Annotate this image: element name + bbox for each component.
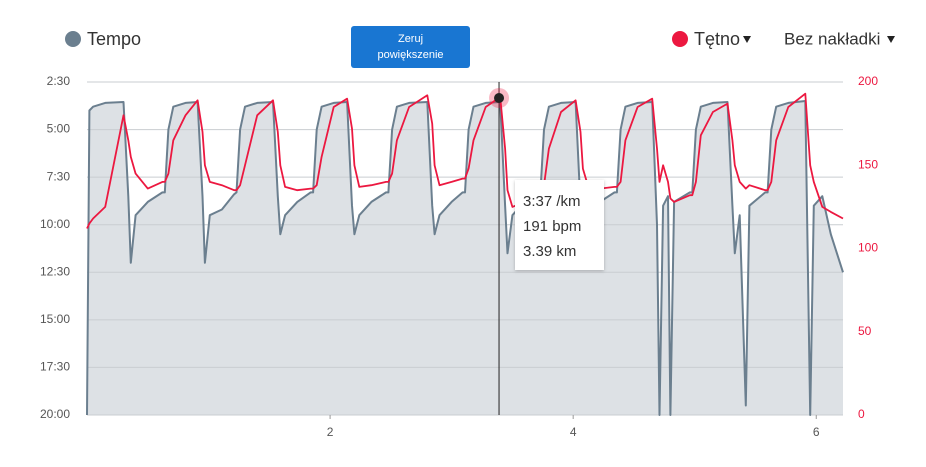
overlay-menu[interactable]: Bez nakładki: [784, 29, 880, 48]
y2-tick-label: 0: [858, 407, 865, 421]
legend[interactable]: Tempo Tętno Bez nakładki: [65, 29, 895, 49]
dropdown-icon[interactable]: [887, 36, 895, 43]
dropdown-icon[interactable]: [743, 36, 751, 43]
button-label[interactable]: Zeruj: [398, 33, 423, 45]
y2-tick-label: 100: [858, 241, 878, 255]
tooltip-text: 3.39 km: [523, 243, 576, 260]
reset-zoom-button[interactable]: Zeruj powiększenie: [351, 26, 470, 68]
pace-line: [86, 100, 844, 416]
legend-label[interactable]: Tętno: [694, 29, 740, 49]
y2-tick-label: 150: [858, 157, 878, 171]
button-label[interactable]: powiększenie: [377, 49, 443, 61]
tooltip-text: 191 bpm: [523, 218, 581, 235]
x-tick-label: 2: [327, 425, 334, 439]
plot-area: 2:30 5:00 7:30 10:00 12:30 15:00 17:30 20:00 0 50…: [40, 74, 878, 439]
y-tick-label: 15:00: [40, 312, 70, 326]
legend-label[interactable]: Tempo: [87, 29, 141, 49]
y-tick-label: 7:30: [47, 169, 71, 183]
y-tick-label: 17:30: [40, 360, 70, 374]
tooltip-text: 3:37 /km: [523, 193, 581, 210]
legend-swatch[interactable]: [672, 31, 688, 47]
cursor-dot: [494, 93, 505, 103]
y-tick-label: 5:00: [47, 122, 71, 136]
tooltip-box: [515, 180, 604, 270]
y2-tick-label: 50: [858, 324, 872, 338]
y-tick-label: 20:00: [40, 407, 70, 421]
y2-tick-label: 200: [858, 74, 878, 88]
y-tick-label: 12:30: [40, 264, 70, 278]
legend-swatch[interactable]: [65, 31, 81, 47]
hr-line: [86, 92, 844, 229]
x-tick-label: 6: [813, 425, 820, 439]
button-bg[interactable]: [351, 26, 470, 68]
y-tick-label: 10:00: [40, 217, 70, 231]
x-tick-label: 4: [570, 425, 577, 439]
y-tick-label: 2:30: [47, 74, 71, 88]
